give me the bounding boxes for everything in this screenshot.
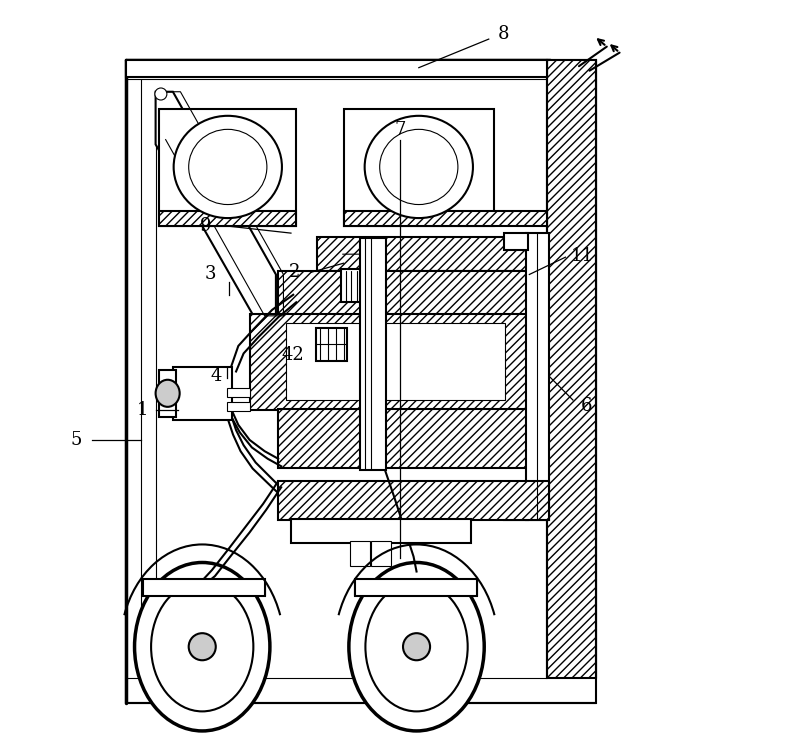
Text: 42: 42 bbox=[282, 346, 305, 364]
Text: 2: 2 bbox=[289, 263, 301, 281]
Bar bbox=[159, 109, 296, 226]
Text: 9: 9 bbox=[200, 217, 212, 235]
Bar bbox=[344, 109, 494, 226]
Ellipse shape bbox=[365, 116, 473, 218]
Bar bbox=[342, 269, 378, 302]
Bar bbox=[526, 233, 549, 520]
Bar bbox=[286, 323, 506, 400]
Bar bbox=[291, 519, 471, 543]
Bar bbox=[159, 211, 296, 226]
Bar bbox=[316, 328, 347, 361]
Ellipse shape bbox=[380, 129, 458, 205]
Text: 3: 3 bbox=[205, 265, 216, 284]
Polygon shape bbox=[156, 92, 276, 320]
Text: 4: 4 bbox=[210, 367, 222, 385]
Bar bbox=[126, 60, 595, 703]
Bar bbox=[318, 237, 537, 271]
Bar bbox=[355, 579, 477, 596]
Bar bbox=[159, 370, 176, 417]
Bar bbox=[227, 388, 250, 397]
Bar bbox=[546, 60, 595, 678]
Ellipse shape bbox=[156, 380, 180, 407]
Text: 5: 5 bbox=[71, 431, 82, 449]
Bar bbox=[371, 541, 391, 566]
Bar bbox=[126, 60, 546, 77]
Bar bbox=[227, 402, 250, 411]
Bar bbox=[278, 481, 549, 520]
Ellipse shape bbox=[151, 582, 254, 711]
Bar bbox=[344, 211, 546, 226]
Bar bbox=[360, 238, 386, 470]
Bar bbox=[278, 409, 542, 468]
Bar bbox=[504, 504, 528, 520]
Ellipse shape bbox=[403, 633, 430, 660]
Ellipse shape bbox=[349, 562, 484, 731]
Ellipse shape bbox=[134, 562, 270, 731]
Ellipse shape bbox=[366, 582, 468, 711]
Ellipse shape bbox=[189, 633, 216, 660]
Text: 8: 8 bbox=[498, 25, 510, 43]
Text: 7: 7 bbox=[394, 121, 406, 139]
Bar bbox=[173, 367, 231, 420]
Bar bbox=[278, 271, 542, 316]
Bar bbox=[250, 314, 544, 410]
Bar bbox=[350, 541, 370, 566]
Ellipse shape bbox=[189, 129, 267, 205]
Ellipse shape bbox=[155, 88, 167, 100]
Text: 6: 6 bbox=[581, 397, 592, 415]
Text: 1: 1 bbox=[137, 401, 149, 419]
Text: 11: 11 bbox=[570, 247, 594, 265]
Bar bbox=[504, 233, 528, 250]
Bar bbox=[143, 579, 265, 596]
Ellipse shape bbox=[174, 116, 282, 218]
